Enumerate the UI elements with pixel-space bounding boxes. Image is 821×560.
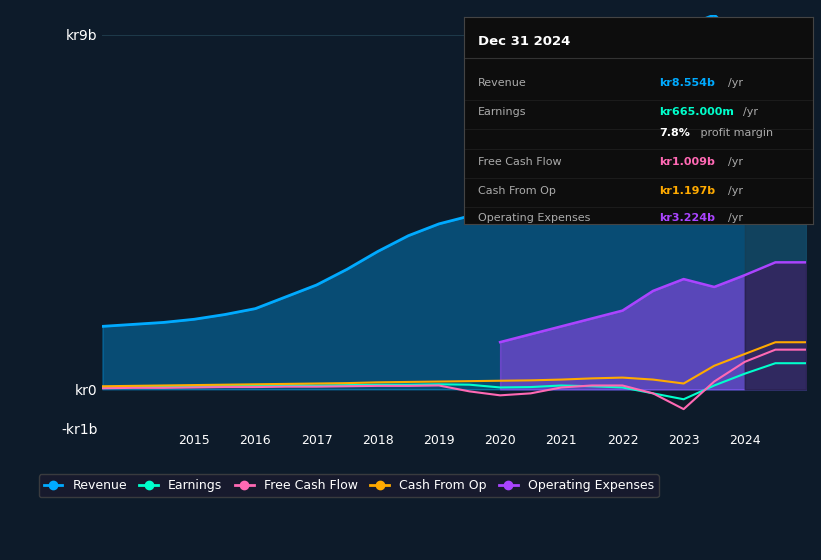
Text: Earnings: Earnings bbox=[478, 107, 526, 117]
Text: /yr: /yr bbox=[727, 213, 743, 223]
Text: kr1.009b: kr1.009b bbox=[659, 157, 715, 167]
Text: /yr: /yr bbox=[727, 157, 743, 167]
Text: Dec 31 2024: Dec 31 2024 bbox=[478, 35, 571, 49]
Text: kr8.554b: kr8.554b bbox=[659, 78, 715, 88]
Text: profit margin: profit margin bbox=[697, 128, 773, 138]
Text: Cash From Op: Cash From Op bbox=[478, 186, 556, 196]
Text: 7.8%: 7.8% bbox=[659, 128, 690, 138]
Text: Revenue: Revenue bbox=[478, 78, 526, 88]
Text: /yr: /yr bbox=[743, 107, 758, 117]
Text: /yr: /yr bbox=[727, 78, 743, 88]
Legend: Revenue, Earnings, Free Cash Flow, Cash From Op, Operating Expenses: Revenue, Earnings, Free Cash Flow, Cash … bbox=[39, 474, 658, 497]
Text: Free Cash Flow: Free Cash Flow bbox=[478, 157, 562, 167]
Text: /yr: /yr bbox=[727, 186, 743, 196]
Text: Operating Expenses: Operating Expenses bbox=[478, 213, 590, 223]
Text: kr3.224b: kr3.224b bbox=[659, 213, 715, 223]
Text: kr665.000m: kr665.000m bbox=[659, 107, 734, 117]
Text: kr1.197b: kr1.197b bbox=[659, 186, 715, 196]
